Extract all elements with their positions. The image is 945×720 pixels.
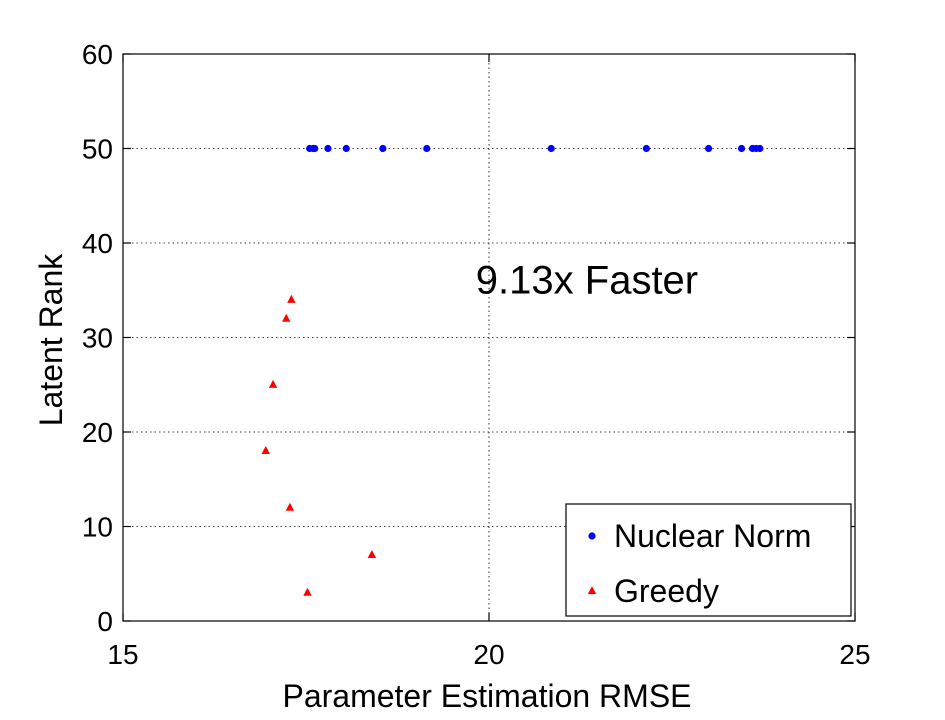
greedy-point xyxy=(261,446,270,455)
nuclear-norm-point xyxy=(423,144,431,153)
x-axis-tick-labels: 15 20 25 xyxy=(107,639,870,670)
nuclear-norm-point xyxy=(379,144,387,153)
grid-lines xyxy=(123,54,855,621)
y-tick-label: 0 xyxy=(97,606,113,637)
y-tick-label: 20 xyxy=(82,417,113,448)
greedy-point xyxy=(303,587,312,596)
annotation-text: 9.13x Faster xyxy=(476,258,698,302)
nuclear-norm-point xyxy=(642,144,650,153)
legend-label: Nuclear Norm xyxy=(614,518,811,554)
greedy-point xyxy=(268,379,278,388)
y-tick-label: 60 xyxy=(82,39,113,70)
nuclear-norm-point xyxy=(756,144,764,153)
nuclear-norm-point xyxy=(311,144,319,153)
axis-ticks xyxy=(122,53,856,622)
x-tick-label: 20 xyxy=(473,639,504,670)
legend-label: Greedy xyxy=(614,573,719,609)
y-tick-label: 40 xyxy=(82,228,113,259)
y-axis-label: Latent Rank xyxy=(33,253,69,427)
greedy-point xyxy=(282,313,291,322)
y-tick-label: 50 xyxy=(82,134,113,165)
data-points xyxy=(261,144,764,596)
legend-box xyxy=(565,503,852,617)
nuclear-norm-legend-marker xyxy=(588,532,596,540)
nuclear-norm-point xyxy=(737,144,746,153)
legend-items: Nuclear Norm Greedy xyxy=(587,518,811,609)
x-tick-label: 15 xyxy=(107,639,138,670)
greedy-legend-marker xyxy=(587,586,597,595)
nuclear-norm-point xyxy=(342,144,350,153)
y-axis-tick-labels: 0 10 20 30 40 50 60 xyxy=(82,39,113,637)
nuclear-norm-point xyxy=(547,144,555,153)
greedy-point xyxy=(287,294,296,303)
greedy-point xyxy=(367,549,377,558)
legend: Nuclear Norm Greedy xyxy=(565,503,852,617)
nuclear-norm-point xyxy=(705,144,713,153)
y-tick-label: 30 xyxy=(82,323,113,354)
y-tick-label: 10 xyxy=(82,512,113,543)
x-tick-label: 25 xyxy=(839,639,870,670)
greedy-point xyxy=(285,502,295,511)
x-axis-label: Parameter Estimation RMSE xyxy=(282,678,691,714)
nuclear-norm-point xyxy=(324,144,332,153)
